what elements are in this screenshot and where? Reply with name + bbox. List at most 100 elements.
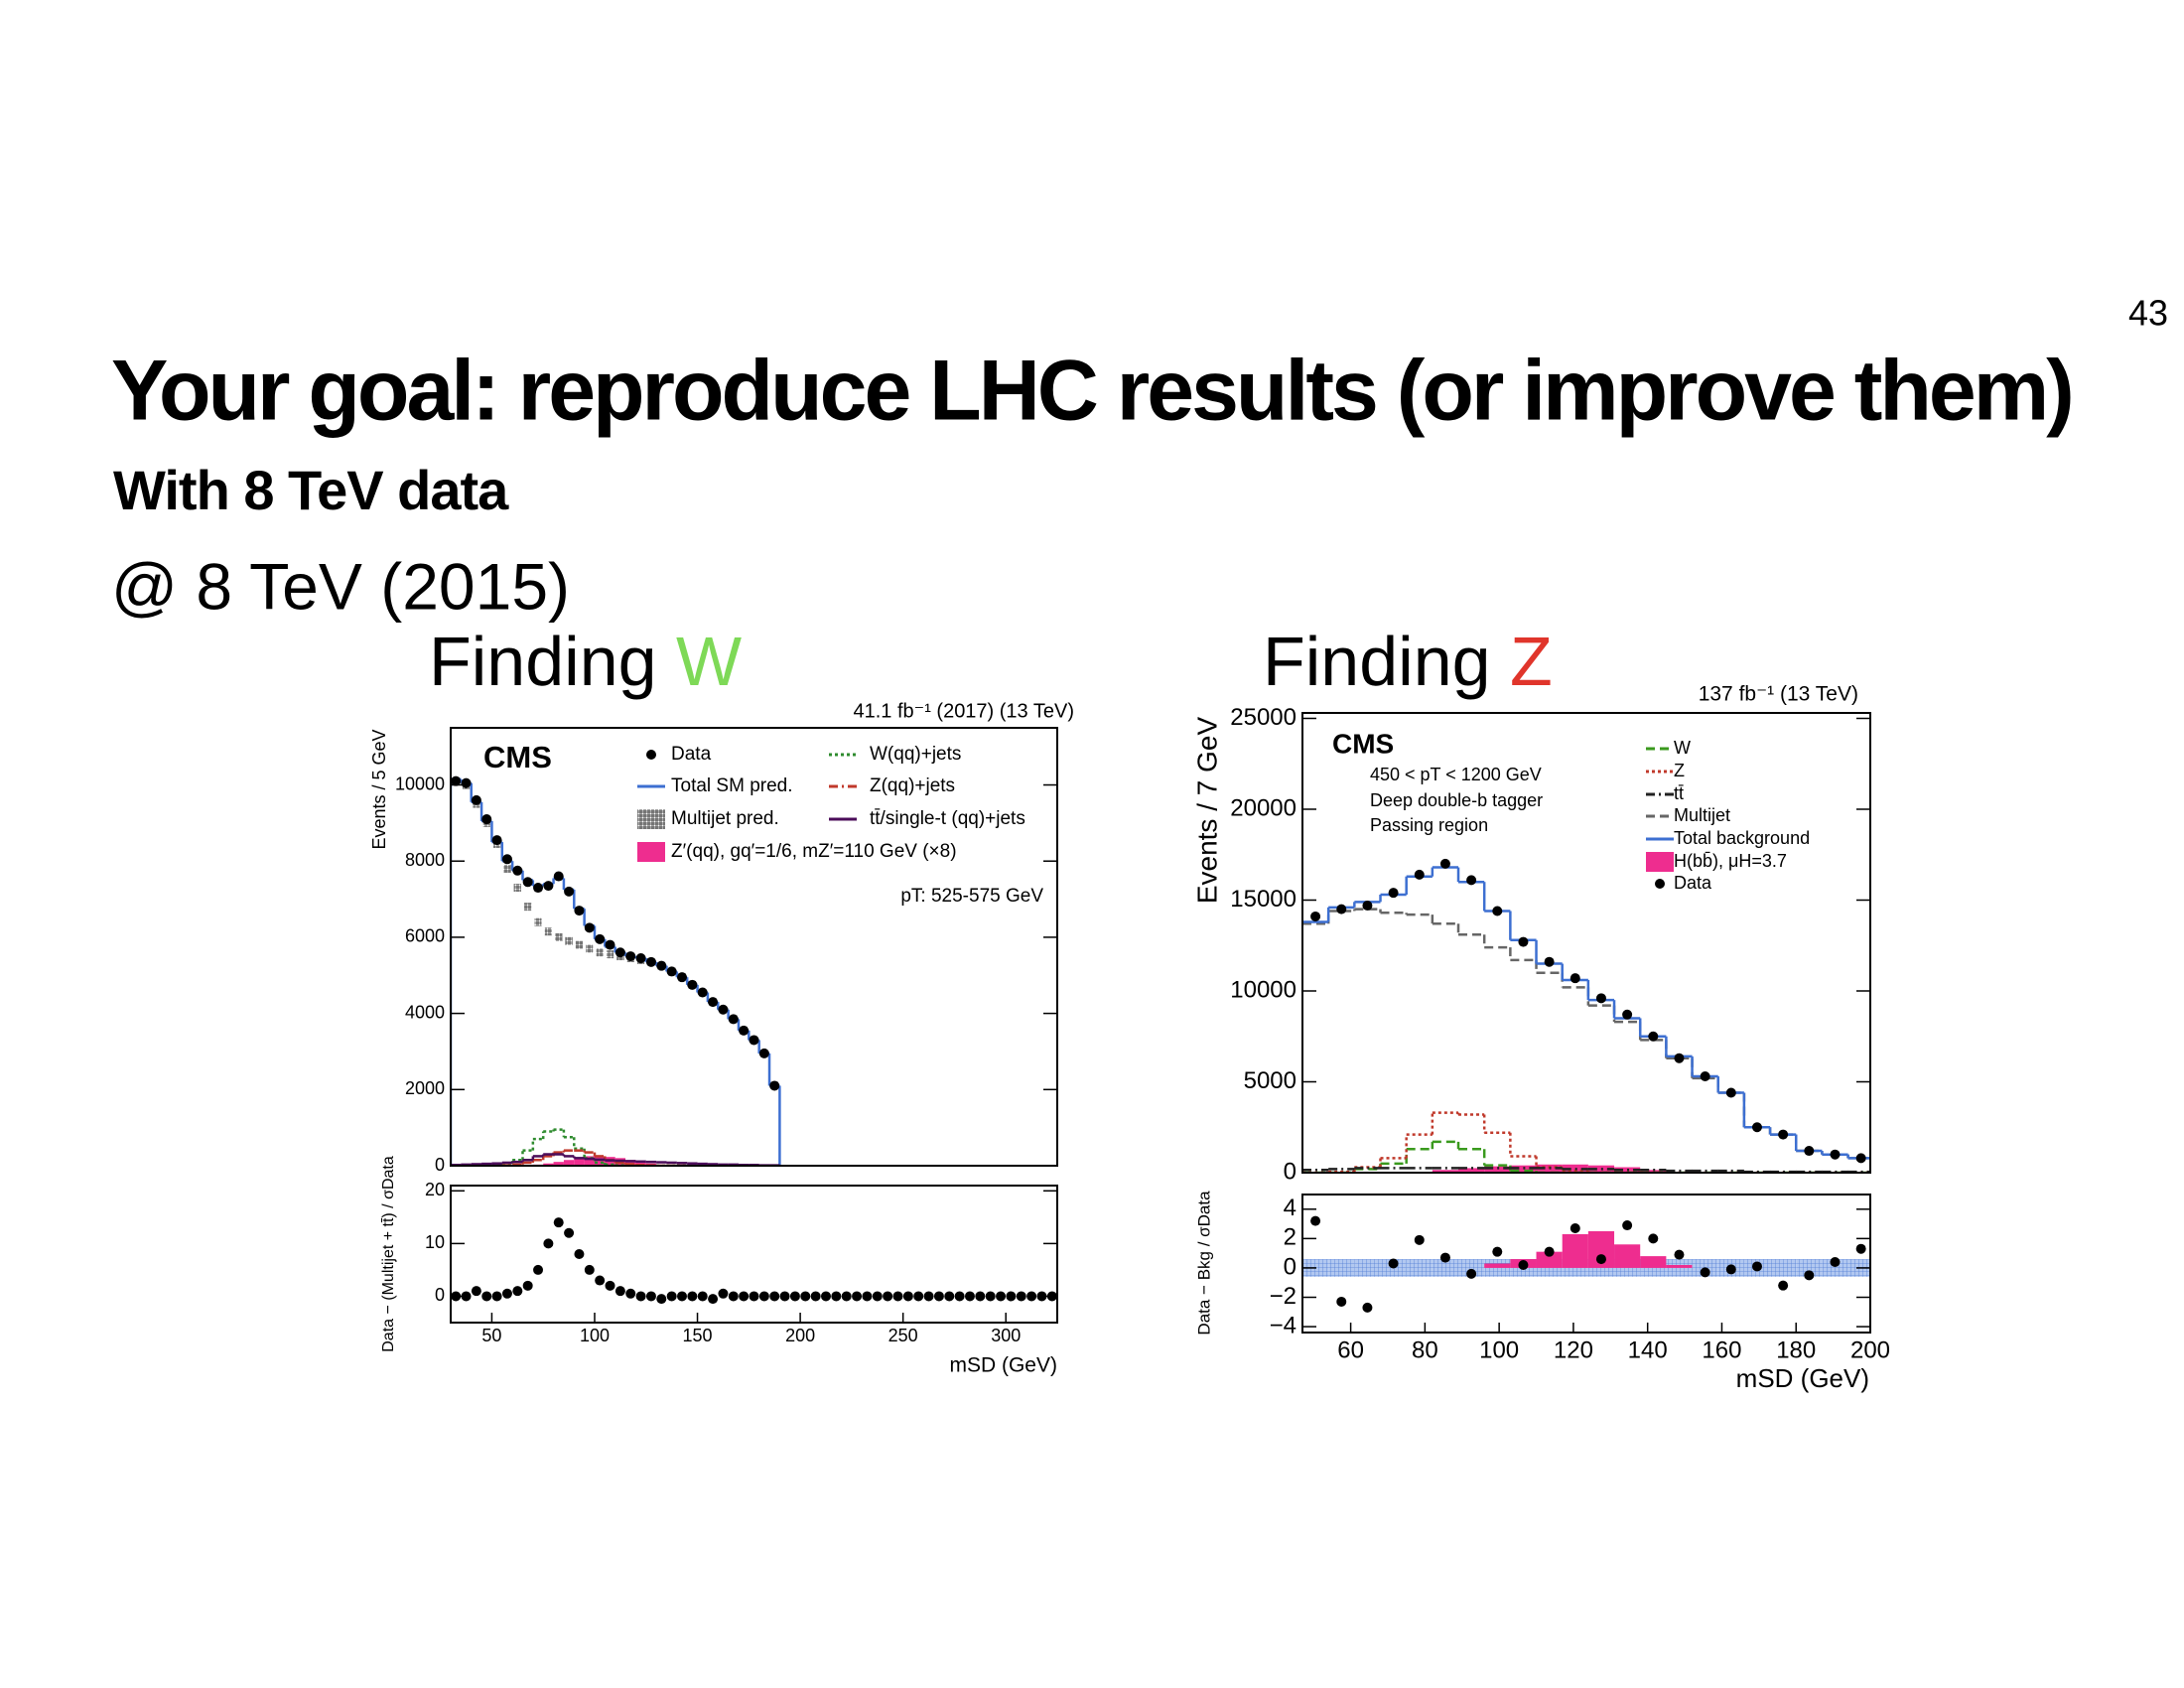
slide-title: Your goal: reproduce LHC results (or imp…	[111, 344, 2072, 439]
data-point	[810, 1291, 821, 1302]
data-point	[1336, 1296, 1347, 1307]
slide-number: 43	[2128, 293, 2168, 334]
legend-label: Total background	[1674, 828, 1810, 848]
data-point	[645, 956, 656, 967]
histogram-bar	[1432, 1170, 1459, 1173]
data-point	[923, 1291, 934, 1302]
data-point	[1518, 936, 1529, 947]
legend-marker	[1655, 879, 1665, 889]
data-point	[687, 1291, 698, 1302]
data-point	[1466, 1268, 1477, 1279]
histogram-bar	[543, 1163, 554, 1166]
data-point	[1751, 1261, 1762, 1272]
legend-label: W	[1674, 738, 1691, 758]
y-tick-label: 10000	[395, 774, 445, 793]
data-point	[1570, 1223, 1580, 1234]
data-point	[739, 1025, 750, 1036]
data-point	[1362, 1302, 1373, 1313]
y-tick-label: 20000	[1230, 794, 1297, 821]
x-tick-label: 120	[1554, 1337, 1593, 1364]
y-tick-label: 8000	[405, 850, 445, 870]
data-point	[614, 1286, 625, 1297]
data-point	[1570, 973, 1580, 984]
panel-heading: Finding Z	[1263, 623, 1553, 700]
data-point	[1830, 1257, 1841, 1268]
data-point	[666, 966, 677, 977]
histogram-bar	[584, 1156, 595, 1166]
histogram-bar	[1614, 1244, 1641, 1268]
x-tick-label: 60	[1337, 1337, 1364, 1364]
data-point	[718, 1288, 729, 1299]
y-tick-label: 2	[1284, 1224, 1297, 1251]
histogram-bar	[1640, 1170, 1667, 1173]
data-point	[461, 1291, 472, 1302]
plot-frame	[1301, 1194, 1871, 1334]
data-point	[512, 1286, 523, 1297]
data-point	[892, 1291, 903, 1302]
data-point	[553, 871, 564, 882]
data-point	[708, 997, 719, 1008]
x-axis-label: mSD (GeV)	[949, 1354, 1057, 1377]
data-point	[574, 1249, 585, 1259]
y-axis-label: Events / 5 GeV	[369, 729, 389, 849]
data-point	[1518, 1259, 1529, 1270]
y-tick-label: 0	[435, 1155, 445, 1175]
hatched-bin	[575, 940, 584, 949]
plot-frame	[450, 1185, 1058, 1324]
x-tick-label: 300	[991, 1326, 1021, 1345]
histogram-bar	[594, 1156, 606, 1166]
data-point	[1439, 1252, 1450, 1263]
data-point	[964, 1291, 975, 1302]
data-point	[779, 1291, 790, 1302]
data-point	[687, 979, 698, 990]
x-tick-label: 180	[1776, 1337, 1816, 1364]
legend-label: Data	[671, 744, 712, 765]
data-point	[1414, 869, 1425, 880]
data-point	[1388, 888, 1399, 899]
data-point	[1388, 1258, 1399, 1269]
data-point	[1804, 1146, 1815, 1157]
x-axis-label: mSD (GeV)	[1736, 1363, 1869, 1393]
panel-heading: Finding W	[429, 623, 742, 700]
x-tick-label: 200	[1850, 1337, 1890, 1364]
y-tick-label: 4	[1284, 1195, 1297, 1221]
data-point	[996, 1291, 1007, 1302]
histogram-bar	[625, 1160, 636, 1166]
data-point	[933, 1291, 944, 1302]
data-point	[1622, 1220, 1633, 1231]
data-point	[1725, 1264, 1736, 1275]
data-point	[1336, 904, 1347, 914]
x-tick-label: 80	[1412, 1337, 1438, 1364]
histogram-bar	[1458, 1168, 1485, 1173]
legend-label: Total SM pred.	[671, 775, 793, 796]
data-point	[471, 1286, 481, 1297]
data-point	[708, 1294, 719, 1305]
hatched-bin	[503, 864, 511, 873]
uncertainty-band	[1354, 1259, 1381, 1277]
histogram-bar	[1562, 1233, 1588, 1268]
y-axis-label: Data − Bkg / σData	[1194, 1191, 1213, 1336]
legend-label: Multijet	[1674, 805, 1730, 825]
data-point	[1648, 1031, 1659, 1042]
heading-highlight: Z	[1510, 623, 1553, 700]
y-tick-label: 25000	[1230, 704, 1297, 731]
data-point	[1439, 858, 1450, 869]
x-tick-label: 100	[1479, 1337, 1519, 1364]
legend-label: Z	[1674, 761, 1685, 780]
data-point	[944, 1291, 955, 1302]
data-point	[656, 960, 667, 971]
data-point	[1751, 1122, 1762, 1133]
data-point	[533, 883, 544, 894]
data-point	[820, 1291, 831, 1302]
legend-marker	[637, 809, 665, 829]
plot-note: pT: 525-575 GeV	[900, 886, 1043, 907]
data-point	[831, 1291, 842, 1302]
slide-subtitle: With 8 TeV data	[113, 459, 509, 521]
data-point	[501, 854, 512, 865]
histogram-bar	[574, 1158, 585, 1166]
data-point	[635, 1291, 646, 1302]
hatched-bin	[565, 936, 573, 945]
data-point	[1310, 911, 1321, 921]
x-tick-label: 140	[1628, 1337, 1668, 1364]
x-tick-label: 200	[785, 1326, 815, 1345]
